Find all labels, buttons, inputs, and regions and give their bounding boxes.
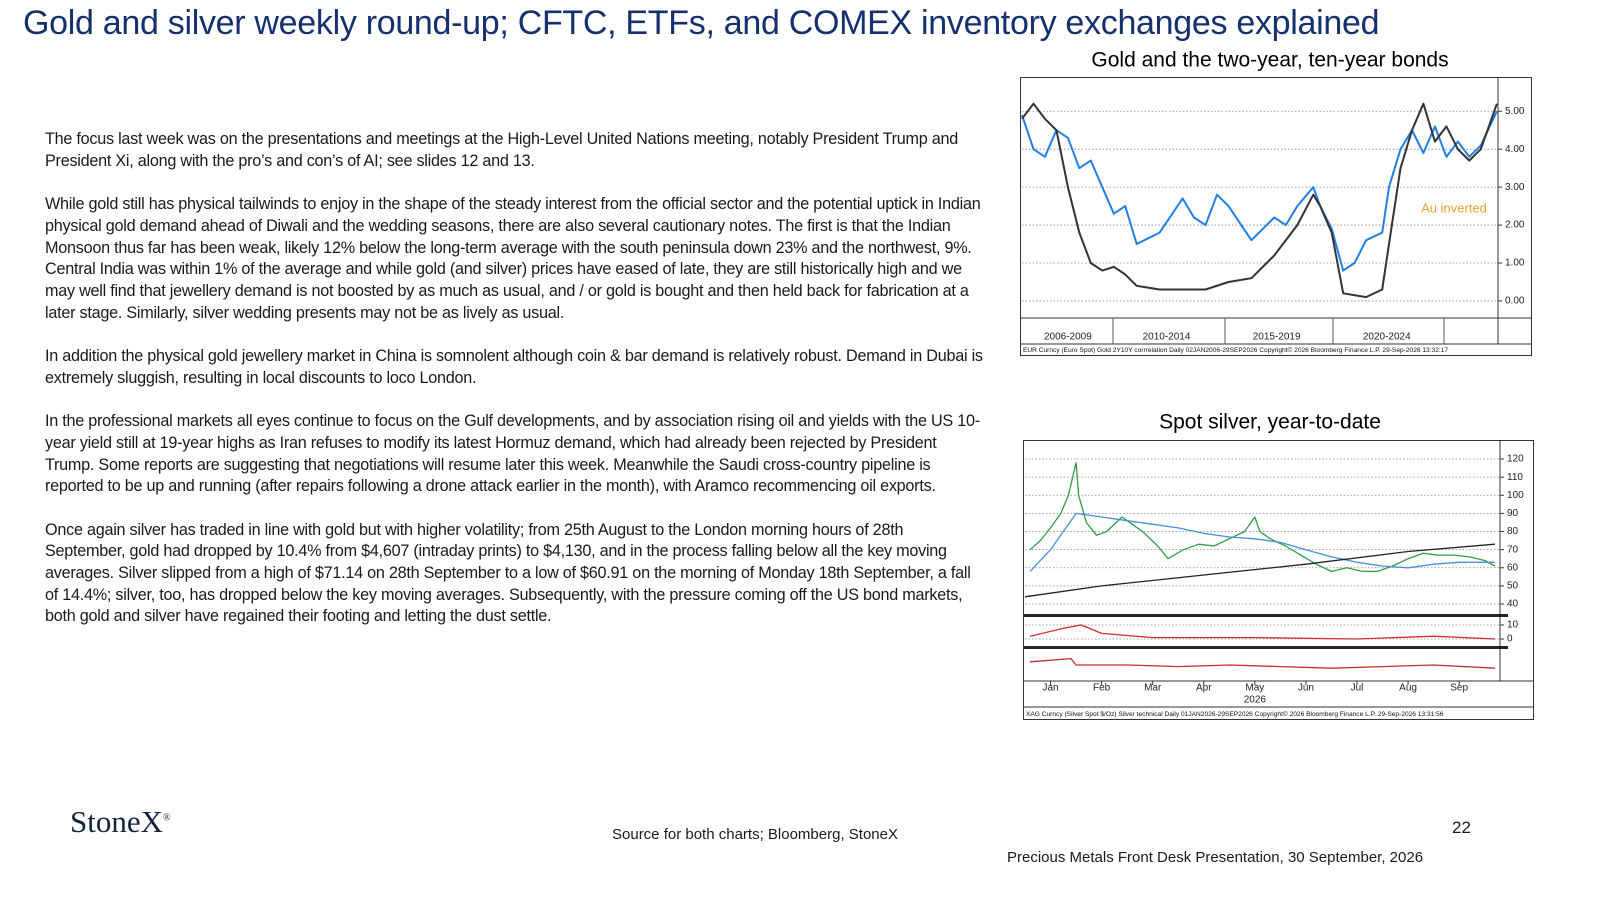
period-separators — [1112, 318, 1445, 344]
x-tick-label: 2015-2019 — [1253, 332, 1301, 343]
paragraph: The focus last week was on the presentat… — [45, 130, 959, 170]
y-tick-label: 70 — [1507, 544, 1519, 555]
y-tick-label: 0 — [1507, 634, 1513, 645]
chart-frame — [1023, 440, 1534, 720]
chart-frame — [1020, 77, 1532, 356]
presentation-name: Precious Metals Front Desk Presentation,… — [1007, 849, 1424, 866]
x-tick-label: 2020-2024 — [1363, 332, 1411, 343]
y-tick-label: 90 — [1507, 508, 1519, 519]
x-tick-label: Jun — [1298, 683, 1314, 694]
body-text: The focus last week was on the presentat… — [45, 129, 985, 650]
legend-text: Au inverted — [1421, 200, 1487, 215]
series-line — [1029, 512, 1495, 572]
y-tick-label: 4.00 — [1505, 144, 1525, 155]
logo: StoneX® — [70, 804, 171, 840]
paragraph: In the professional markets all eyes con… — [45, 412, 980, 496]
paragraph: While gold still has physical tailwinds … — [45, 195, 981, 322]
y-tick-label: 100 — [1507, 490, 1524, 501]
y-tick-label: 80 — [1507, 526, 1519, 537]
y-tick-label: 110 — [1507, 472, 1523, 483]
x-tick-label: Feb — [1093, 683, 1111, 694]
page-number: 22 — [1452, 818, 1471, 837]
paragraph: Once again silver has traded in line wit… — [45, 520, 971, 626]
series-line — [1030, 657, 1495, 669]
y-tick-label: 60 — [1507, 562, 1519, 573]
paragraph: In addition the physical gold jewellery … — [45, 347, 983, 387]
series-line — [1021, 110, 1498, 272]
chart-note: EUR Curncy (Euro Spot) Gold 2Y10Y corrre… — [1023, 346, 1448, 354]
y-tick-label: 2.00 — [1505, 220, 1525, 231]
y-tick-label: 3.00 — [1505, 182, 1525, 193]
x-tick-label: May — [1245, 683, 1264, 694]
logo-mark: ® — [163, 812, 171, 824]
series-line — [1021, 102, 1498, 299]
y-tick-label: 120 — [1507, 454, 1524, 465]
x-tick-label: 2006-2009 — [1044, 332, 1092, 343]
x-tick-label: Mar — [1144, 683, 1162, 694]
chart-note: XAG Curncy (Silver Spot $/Oz) Silver tec… — [1026, 710, 1444, 718]
y-tick-label: 0.00 — [1505, 296, 1525, 307]
source-note: Source for both charts; Bloomberg, Stone… — [612, 826, 898, 843]
y-tick-label: 1.00 — [1505, 258, 1525, 269]
y-tick-label: 40 — [1507, 599, 1519, 610]
slide-title: Gold and silver weekly round-up; CFTC, E… — [23, 4, 1380, 42]
x-tick-label: Jan — [1042, 683, 1058, 694]
x-tick-label: Jul — [1351, 683, 1364, 694]
x-tick-label: Sep — [1450, 683, 1468, 694]
chart-title: Gold and the two-year, ten-year bonds — [1091, 49, 1448, 72]
x-tick-label: 2010-2014 — [1143, 332, 1191, 343]
series-line — [1029, 462, 1496, 573]
x-axis-label: 2026 — [1244, 695, 1267, 706]
x-tick-label: Apr — [1196, 683, 1212, 694]
x-tick-label: Aug — [1399, 683, 1417, 694]
series-line — [1024, 543, 1495, 598]
series-line — [1029, 624, 1495, 640]
y-tick-label: 50 — [1507, 581, 1519, 592]
panel-divider — [1024, 614, 1508, 617]
logo-text: StoneX — [70, 804, 163, 839]
chart-title: Spot silver, year-to-date — [1159, 411, 1381, 434]
y-tick-label: 10 — [1507, 620, 1519, 631]
y-tick-label: 5.00 — [1505, 106, 1525, 117]
panel-divider — [1024, 646, 1508, 649]
